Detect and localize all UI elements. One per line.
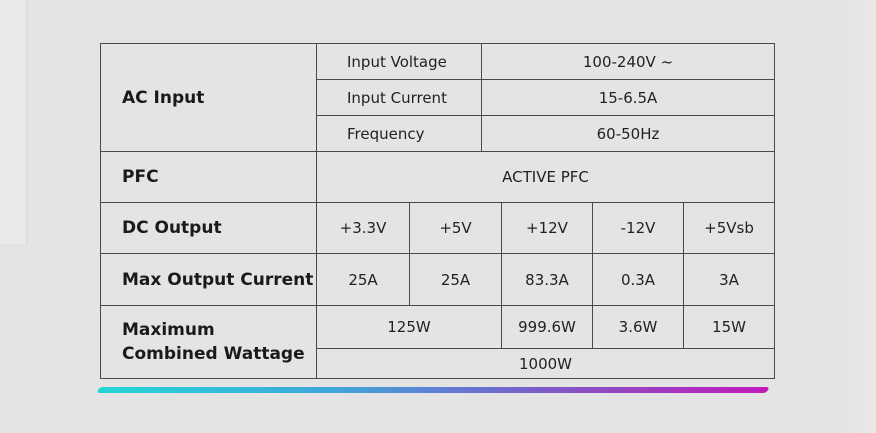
psu-spec-table: AC Input Input Voltage 100-240V ~ Input … — [100, 43, 776, 379]
rail-3v3: +3.3V — [316, 202, 410, 254]
wattage-total: 1000W — [315, 348, 776, 379]
row-input-voltage: AC Input Input Voltage 100-240V ~ — [100, 43, 776, 152]
input-current-value: 15-6.5A — [480, 79, 776, 116]
row-pfc: PFC ACTIVE PFC — [100, 151, 776, 203]
frequency-label: Frequency — [316, 115, 482, 152]
current-12v: 83.3A — [501, 253, 593, 306]
input-voltage-value: 100-240V ~ — [480, 43, 776, 80]
wattage-12v: 999.6W — [501, 305, 593, 349]
row-input-current: Input Current 15-6.5A — [101, 79, 776, 116]
background-panel — [0, 0, 26, 244]
rail-5vsb: +5Vsb — [682, 202, 776, 254]
max-combined-wattage-label: Maximum Combined Wattage — [100, 305, 317, 379]
row-max-output-current: Max Output Current 25A 25A 83.3A 0.3A 3A — [100, 253, 776, 306]
max-output-current-label: Max Output Current — [100, 253, 317, 306]
row-frequency: Frequency 60-50Hz — [101, 115, 776, 152]
frequency-value: 60-50Hz — [480, 115, 776, 152]
input-current-label: Input Current — [316, 79, 482, 116]
rail-12v: +12V — [501, 202, 593, 254]
pfc-label: PFC — [100, 151, 317, 203]
rail-neg12v: -12V — [592, 202, 684, 254]
gradient-accent-stripe — [96, 387, 770, 393]
rail-5v: +5V — [409, 202, 502, 254]
background-panel-right — [840, 0, 876, 433]
row-total-wattage: 1000W — [101, 348, 776, 379]
current-neg12v: 0.3A — [592, 253, 684, 306]
pfc-value: ACTIVE PFC — [315, 151, 776, 203]
current-5vsb: 3A — [682, 253, 776, 306]
ac-input-label: AC Input — [100, 43, 317, 152]
wattage-5vsb: 15W — [682, 305, 776, 349]
wattage-neg12v: 3.6W — [592, 305, 684, 349]
row-dc-output: DC Output +3.3V +5V +12V -12V +5Vsb — [100, 202, 776, 254]
input-voltage-label: Input Voltage — [316, 43, 482, 80]
wattage-3v3-5v: 125W — [316, 305, 502, 349]
current-3v3: 25A — [316, 253, 410, 306]
row-combined-wattage: Maximum Combined Wattage 125W 999.6W 3.6… — [100, 305, 776, 379]
current-5v: 25A — [409, 253, 502, 306]
dc-output-label: DC Output — [100, 202, 317, 254]
